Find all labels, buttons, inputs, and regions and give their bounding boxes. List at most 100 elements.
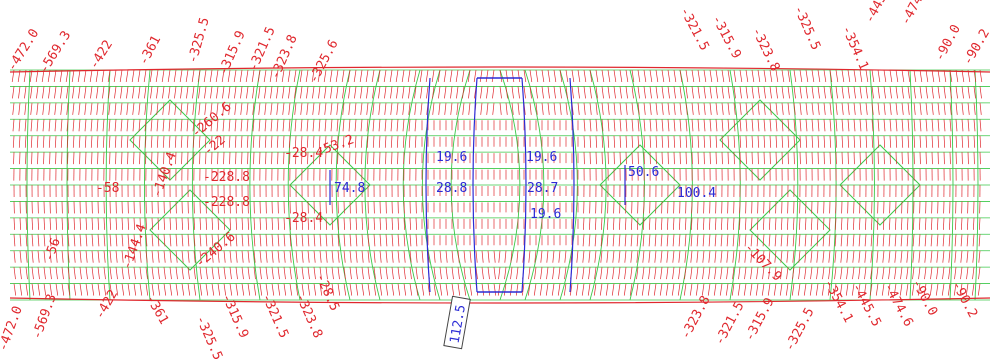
hatch-tick — [623, 283, 627, 296]
hatch-tick — [342, 86, 345, 99]
hatch-tick — [115, 267, 118, 280]
hatch-tick — [463, 283, 467, 296]
hatch-tick — [319, 283, 323, 296]
hatch-tick — [847, 69, 851, 83]
hatch-tick — [733, 217, 735, 230]
hatch-tick — [103, 267, 106, 280]
hatch-tick — [325, 234, 328, 247]
hatch-tick — [965, 283, 969, 296]
hatch-tick — [151, 234, 154, 247]
hatch-tick — [379, 267, 382, 280]
hatch-tick — [691, 86, 694, 99]
hatch-tick — [949, 135, 952, 148]
hatch-tick — [461, 69, 465, 83]
hatch-tick — [552, 250, 555, 263]
hatch-tick — [659, 283, 663, 296]
hatch-tick — [313, 283, 317, 296]
hatch-tick — [697, 86, 700, 99]
hatch-tick — [918, 234, 921, 247]
hatch-tick — [263, 69, 267, 83]
hatch-tick — [204, 86, 207, 99]
hatch-tick — [979, 102, 982, 115]
hatch-tick — [108, 102, 111, 115]
hatch-tick — [804, 250, 807, 263]
hatch-tick — [79, 217, 81, 230]
hatch-tick — [229, 217, 231, 230]
hatch-tick — [750, 234, 753, 247]
hatch-tick — [846, 267, 849, 280]
hatch-tick — [949, 217, 951, 230]
hatch-tick — [13, 283, 17, 296]
hatch-tick — [613, 86, 616, 99]
hatch-tick — [43, 250, 46, 263]
hatch-tick — [415, 217, 417, 230]
hatch-tick — [967, 86, 970, 99]
hatch-tick — [451, 283, 455, 296]
hatch-tick — [312, 119, 315, 132]
hatch-tick — [655, 119, 658, 132]
hatch-tick — [953, 283, 957, 296]
hatch-tick — [678, 234, 681, 247]
hatch-tick — [342, 135, 345, 148]
hatch-tick — [102, 102, 105, 115]
hatch-tick — [606, 267, 609, 280]
hatch-tick — [673, 69, 677, 83]
hatch-tick — [337, 250, 340, 263]
hatch-tick — [359, 69, 363, 83]
hatch-tick — [89, 69, 93, 83]
hatch-tick — [162, 102, 165, 115]
hatch-tick — [751, 135, 754, 148]
hatch-tick — [37, 283, 41, 296]
hatch-tick — [55, 217, 57, 230]
hatch-tick — [377, 69, 381, 83]
hatch-tick — [517, 102, 520, 115]
hatch-tick — [246, 86, 249, 99]
hatch-tick — [301, 250, 304, 263]
hatch-tick — [757, 102, 760, 115]
hatch-tick — [409, 250, 412, 263]
hatch-tick — [264, 119, 267, 132]
hatch-tick — [163, 250, 166, 263]
hatch-tick — [133, 267, 136, 280]
hatch-tick — [907, 135, 910, 148]
hatch-tick — [679, 119, 682, 132]
hatch-tick — [979, 135, 982, 148]
hatch-tick — [265, 234, 268, 247]
hatch-tick — [924, 234, 927, 247]
hatch-tick — [67, 234, 70, 247]
hatch-tick — [607, 86, 610, 99]
hatch-tick — [679, 86, 682, 99]
hatch-tick — [709, 119, 712, 132]
hatch-tick — [163, 234, 166, 247]
hatch-tick — [468, 86, 471, 99]
hatch-tick — [835, 135, 838, 148]
hatch-tick — [18, 135, 21, 148]
hatch-tick — [877, 86, 880, 99]
hatch-tick — [455, 69, 459, 83]
hatch-tick — [762, 250, 765, 263]
hatch-tick — [391, 267, 394, 280]
hatch-tick — [186, 86, 189, 99]
hatch-tick — [798, 267, 801, 280]
hatch-tick — [409, 283, 413, 296]
hatch-tick — [288, 102, 291, 115]
hatch-tick — [336, 86, 339, 99]
hatch-tick — [714, 234, 717, 247]
hatch-tick — [503, 283, 507, 296]
hatch-tick — [216, 102, 219, 115]
hatch-tick — [943, 135, 946, 148]
hatch-tick — [834, 234, 837, 247]
hatch-tick — [763, 119, 766, 132]
hatch-tick — [65, 69, 69, 83]
hatch-tick — [540, 267, 543, 280]
hatch-tick — [37, 234, 40, 247]
hatch-tick — [121, 250, 124, 263]
label-bottom-16: -445.5 — [848, 281, 883, 330]
hatch-tick — [721, 86, 724, 99]
hatch-tick — [606, 250, 609, 263]
hatch-tick — [19, 267, 22, 280]
hatch-tick — [565, 86, 568, 99]
hatch-tick — [223, 267, 226, 280]
hatch-tick — [181, 250, 184, 263]
hatch-tick — [631, 217, 633, 230]
